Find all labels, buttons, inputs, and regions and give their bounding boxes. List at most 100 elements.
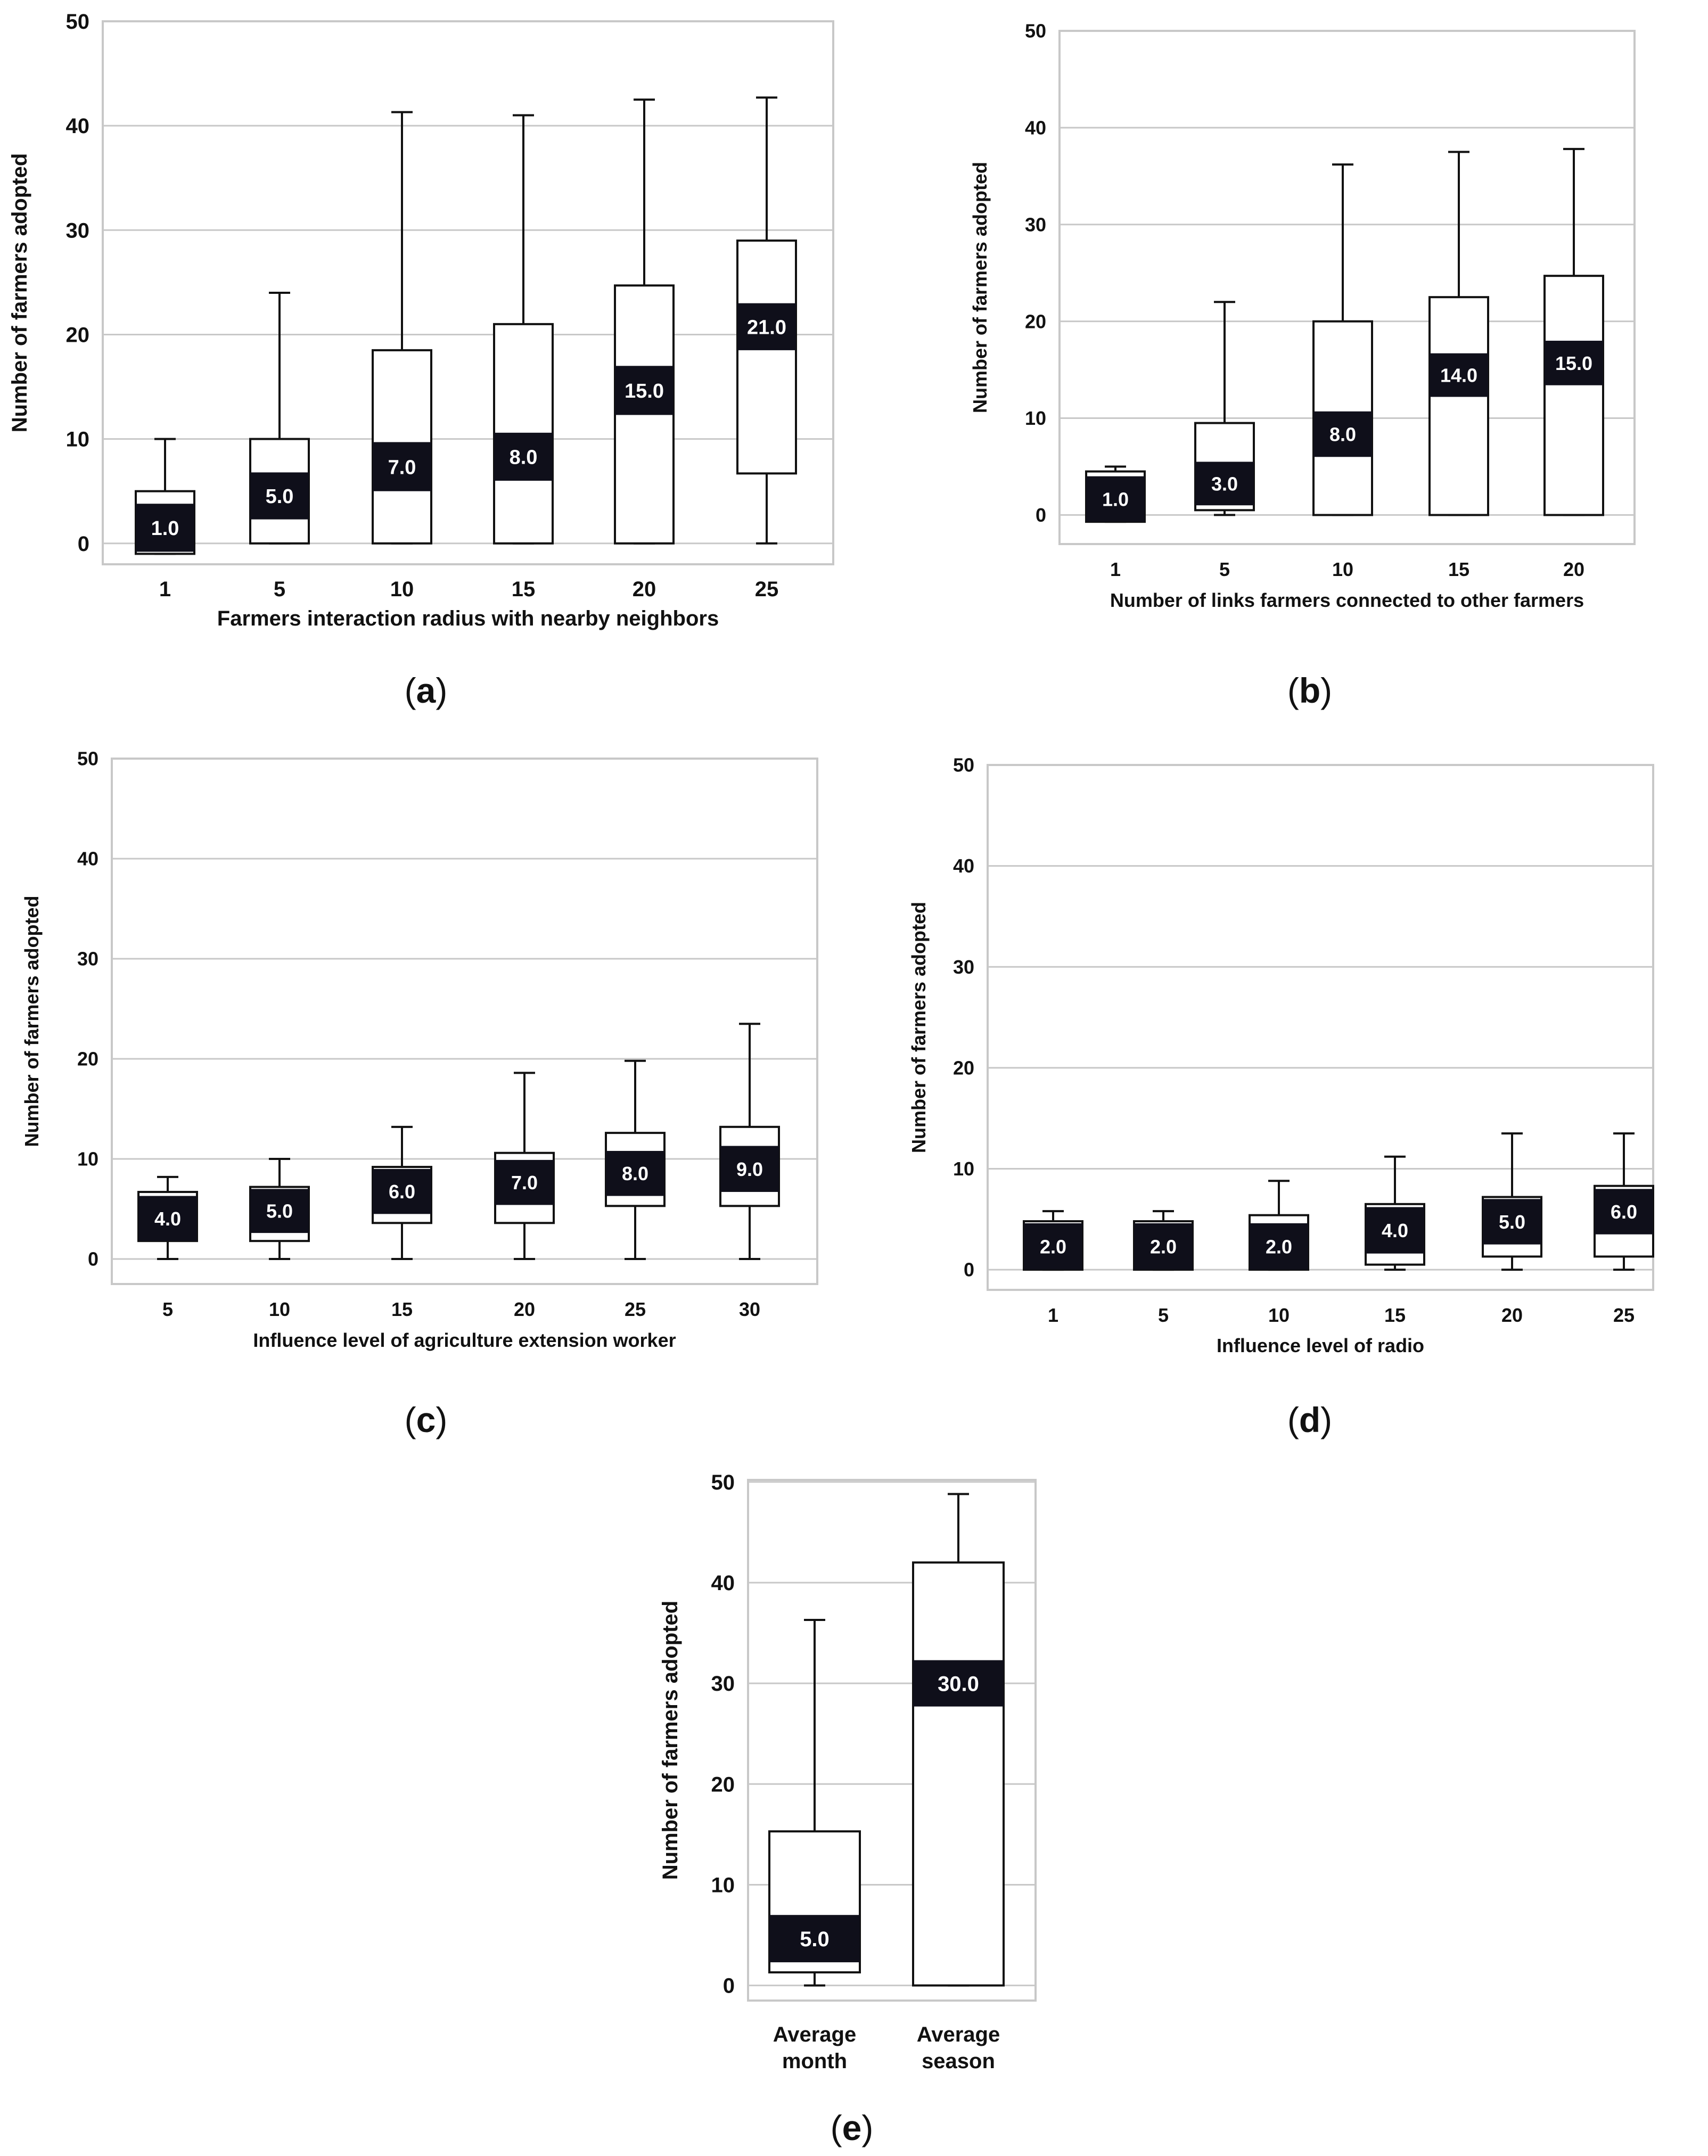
x-tick-label: 5	[274, 578, 285, 601]
box-group: 7.0	[494, 1072, 555, 1260]
median-label: 14.0	[1440, 365, 1477, 386]
median-label-bg	[373, 442, 431, 491]
median-label: 5.0	[800, 1928, 830, 1951]
median-label-bg	[250, 1189, 309, 1233]
box-group: 9.0	[719, 1023, 780, 1260]
median-label-bg	[1595, 1189, 1653, 1235]
median-label: 2.0	[1150, 1236, 1177, 1257]
median-label: 5.0	[1499, 1211, 1525, 1233]
boxplot-e: 0 10 20 30 40 50 Number of farmers adopted Aver…	[659, 1471, 1037, 2073]
boxplot-c: 0 10 20 30 40 50 Number of farmers adopted Infl…	[21, 748, 818, 1351]
y-axis-label: Number of farmers adopted	[908, 902, 930, 1153]
box-group: 21.0	[736, 96, 797, 545]
x-tick-label: 10	[269, 1298, 290, 1320]
panel-d: 0 10 20 30 40 50 Number of farmers adopted Infl…	[908, 754, 1654, 1439]
y-tick-label: 0	[964, 1259, 974, 1281]
y-tick-label: 0	[88, 1248, 98, 1270]
y-tick-label: 20	[66, 323, 90, 347]
box-group: 8.0	[1312, 163, 1373, 516]
y-tick-label: 10	[953, 1158, 974, 1180]
x-tick-label: 1	[159, 578, 171, 601]
caption-b: (b)	[1287, 671, 1332, 710]
x-tick-label: Average	[917, 2023, 1000, 2046]
y-tick-label: 50	[66, 10, 90, 34]
iqr-box	[1543, 275, 1604, 516]
median-label: 8.0	[622, 1163, 648, 1184]
box-group: 2.0	[1249, 1180, 1309, 1271]
box-group: 15.0	[614, 98, 675, 545]
box-group: 5.0	[1482, 1132, 1542, 1271]
x-tick-label: month	[782, 2050, 847, 2073]
box-group: 7.0	[372, 111, 432, 545]
box-group: 5.0	[249, 292, 310, 545]
median-label-bg	[737, 303, 796, 350]
box-group: 30.0	[912, 1493, 1005, 1987]
box-group: 5.0	[249, 1158, 310, 1260]
median-label-bg	[250, 472, 309, 520]
x-tick-label: 5	[1158, 1304, 1169, 1326]
median-label: 7.0	[388, 456, 416, 479]
y-tick-label: 20	[711, 1773, 735, 1796]
x-tick-label: 20	[1563, 558, 1584, 580]
box-group: 2.0	[1023, 1210, 1083, 1271]
box-group: 8.0	[605, 1059, 666, 1260]
x-tick-label: 15	[391, 1298, 413, 1320]
iqr-box	[736, 239, 797, 475]
y-tick-label: 50	[953, 754, 974, 776]
iqr-box	[912, 1561, 1005, 1987]
x-tick-label: 30	[739, 1298, 760, 1320]
median-label-bg	[606, 1150, 664, 1196]
y-axis-label: Number of farmers adopted	[8, 153, 31, 433]
median-label-bg	[1086, 476, 1145, 522]
box-group: 4.0	[1365, 1155, 1425, 1271]
median-label-bg	[1024, 1223, 1082, 1270]
box-group: 2.0	[1133, 1210, 1194, 1271]
median-label-bg	[1250, 1223, 1308, 1270]
y-axis-label: Number of farmers adopted	[659, 1601, 682, 1880]
x-tick-label: 20	[633, 578, 656, 601]
y-tick-label: 10	[77, 1148, 98, 1170]
x-tick-label: season	[922, 2050, 995, 2073]
median-label: 30.0	[938, 1673, 979, 1696]
x-axis-label: Farmers interaction radius with nearby n…	[217, 607, 719, 630]
y-tick-label: 0	[723, 1974, 735, 1998]
y-tick-label: 40	[77, 848, 98, 870]
x-axis-label: Influence level of radio	[1217, 1335, 1424, 1356]
x-tick-label: 15	[1448, 558, 1469, 580]
median-label-bg	[913, 1660, 1004, 1707]
x-tick-label: 10	[390, 578, 414, 601]
median-label: 15.0	[625, 380, 664, 402]
x-tick-label: 25	[755, 578, 779, 601]
median-label-bg	[495, 1159, 554, 1205]
median-label: 6.0	[389, 1181, 415, 1203]
median-label: 3.0	[1211, 473, 1238, 495]
y-tick-label: 40	[66, 114, 90, 138]
median-label-bg	[1430, 353, 1488, 397]
median-label: 2.0	[1266, 1236, 1292, 1257]
median-label: 5.0	[266, 1200, 293, 1222]
plot-frame	[102, 20, 834, 565]
x-tick-label: 25	[1613, 1304, 1635, 1326]
median-label-bg	[1134, 1223, 1193, 1270]
y-axis-label: Number of farmers adopted	[21, 895, 43, 1147]
median-label-bg	[1366, 1207, 1424, 1254]
median-label: 15.0	[1555, 352, 1592, 374]
x-tick-label: 20	[514, 1298, 535, 1320]
median-label-bg	[138, 1196, 197, 1241]
y-tick-label: 40	[1025, 117, 1046, 138]
y-tick-label: 30	[77, 948, 98, 970]
y-tick-label: 10	[711, 1873, 735, 1897]
median-label-bg	[1195, 462, 1254, 506]
median-label-bg	[136, 504, 194, 552]
y-tick-label: 0	[78, 532, 89, 556]
median-label: 8.0	[1329, 424, 1356, 446]
box-group: 5.0	[768, 1618, 861, 1987]
plot-frame	[747, 1479, 1037, 2002]
box-group: 6.0	[372, 1125, 432, 1260]
panel-b: 0 10 20 30 40 50 Number of farmers adopted Numb…	[969, 20, 1636, 710]
median-label: 4.0	[1382, 1220, 1408, 1241]
boxplot-b: 0 10 20 30 40 50 Number of farmers adopted Numb…	[969, 20, 1636, 611]
iqr-box	[1428, 296, 1489, 516]
panel-a: 0 10 20 30 40 50 Number of farmers adopted Farm…	[8, 10, 834, 710]
x-axis-label: Number of links farmers connected to oth…	[1110, 589, 1584, 611]
